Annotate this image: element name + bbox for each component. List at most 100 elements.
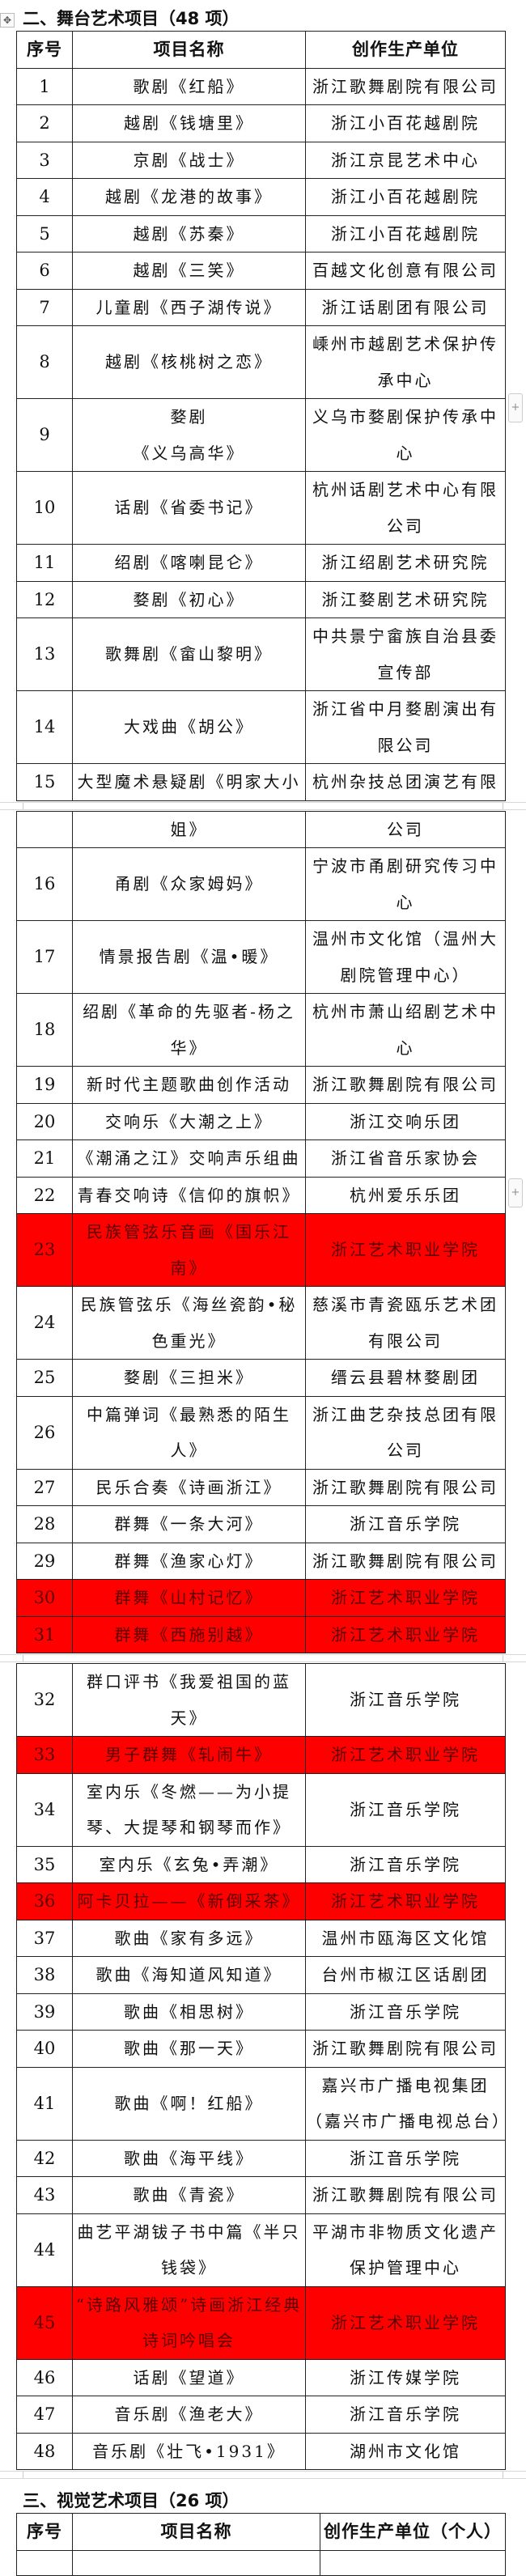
cell-producer: 浙江音乐学院	[305, 1505, 506, 1543]
table-row: 39 歌曲《相思树》 浙江音乐学院	[16, 1992, 506, 2031]
cell-no	[16, 810, 73, 848]
cell-project-name: 婺剧《初心》	[72, 580, 306, 618]
table-row: 45 “诗路风雅颂”诗画浙江经典诗词吟唱会 浙江艺术职业学院	[16, 2285, 506, 2360]
cell-producer: 杭州杂技总团演艺有限	[305, 763, 506, 801]
cell-project-name: 阿卡贝拉——《新倒采茶》	[72, 1882, 306, 1920]
cell-project-name: 民族管弦乐《海丝瓷韵•秘色重光》	[72, 1286, 306, 1360]
cell-project-name: 曲艺平湖钹子书中篇《半只钱袋》	[72, 2213, 306, 2287]
cell-project-name: 音乐剧《壮飞•1931》	[72, 2432, 306, 2470]
header-producer: 创作生产单位（个人）	[320, 2513, 506, 2551]
cell-project-name: 情景报告剧《温•暖》	[72, 920, 306, 994]
section-title-stage-arts: 二、舞台艺术项目（48 项）	[23, 9, 240, 28]
cell-producer: 浙江歌舞剧院有限公司	[305, 2176, 506, 2214]
cell-no: 18	[16, 993, 73, 1067]
table-row: 22 青春交响诗《信仰的旗帜》 杭州爱乐乐团	[16, 1176, 506, 1214]
table-move-handle-icon[interactable]: ✥	[0, 13, 15, 28]
cell-producer: 浙江省中月婺剧演出有限公司	[305, 690, 506, 764]
cell-project-name: 《潮涌之江》交响声乐组曲	[72, 1139, 306, 1178]
table-row: 1 歌剧《红船》 浙江歌舞剧院有限公司	[16, 67, 506, 105]
cell-project-name: 群舞《渔家心灯》	[72, 1542, 306, 1580]
table-row: 47 音乐剧《渔老大》 浙江音乐学院	[16, 2396, 506, 2434]
cell-no: 34	[16, 1772, 73, 1847]
cell-producer: 杭州市萧山绍剧艺术中心	[305, 993, 506, 1067]
table-row: 姐》 公司	[16, 810, 506, 848]
table-row: 23 民族管弦乐音画《国乐江南》 浙江艺术职业学院	[16, 1213, 506, 1287]
cell-project-name: 姐》	[72, 810, 306, 848]
section-title-visual-arts: 三、视觉艺术项目（26 项）	[23, 2491, 240, 2510]
cell-project-name: 越剧《核桃树之恋》	[72, 325, 306, 399]
table-row: 28 群舞《一条大河》 浙江音乐学院	[16, 1505, 506, 1543]
table-row: 12 婺剧《初心》 浙江婺剧艺术研究院	[16, 580, 506, 618]
cell-producer: 浙江音乐学院	[305, 1845, 506, 1883]
cell-project-name	[72, 2549, 320, 2576]
cell-no: 12	[16, 580, 73, 618]
table-row: 4 越剧《龙港的故事》 浙江小百花越剧院	[16, 178, 506, 216]
cell-no: 27	[16, 1468, 73, 1506]
cell-no: 13	[16, 617, 73, 691]
cell-project-name: 室内乐《冬燃——为小提琴、大提琴和钢琴而作》	[72, 1772, 306, 1847]
cell-no: 2	[16, 104, 73, 142]
cell-no: 1	[16, 67, 73, 105]
cell-producer: 浙江艺术职业学院	[305, 1615, 506, 1653]
table-row: 13 歌舞剧《畲山黎明》 中共景宁畲族自治县委宣传部	[16, 617, 506, 691]
cell-project-name: 绍剧《喀喇昆仑》	[72, 544, 306, 582]
cell-producer: 浙江音乐学院	[305, 1663, 506, 1737]
cell-producer: 浙江话剧团有限公司	[305, 288, 506, 326]
cell-producer: 浙江交响乐团	[305, 1102, 506, 1140]
table-row: 40 歌曲《那一天》 浙江歌舞剧院有限公司	[16, 2030, 506, 2068]
cell-project-name: 歌曲《青瓷》	[72, 2176, 306, 2214]
cell-producer: 浙江艺术职业学院	[305, 1213, 506, 1287]
cell-project-name: 歌曲《海知道风知道》	[72, 1956, 306, 1994]
table-header-row: 序号 项目名称 创作生产单位（个人）	[16, 2513, 506, 2551]
cell-producer: 浙江小百花越剧院	[305, 214, 506, 253]
cell-project-name: “诗路风雅颂”诗画浙江经典诗词吟唱会	[72, 2285, 306, 2360]
cell-no: 14	[16, 690, 73, 764]
cell-producer: 浙江音乐学院	[305, 2139, 506, 2177]
add-row-plus-icon[interactable]: +	[508, 393, 523, 422]
cell-project-name: 群舞《西施别越》	[72, 1615, 306, 1653]
table-row: 20 交响乐《大潮之上》 浙江交响乐团	[16, 1102, 506, 1140]
cell-project-name: 歌剧《红船》	[72, 67, 306, 105]
cell-no: 46	[16, 2358, 73, 2396]
table-row: 24 民族管弦乐《海丝瓷韵•秘色重光》 慈溪市青瓷瓯乐艺术团有限公司	[16, 1286, 506, 1360]
cell-no: 17	[16, 920, 73, 994]
cell-producer: 中共景宁畲族自治县委宣传部	[305, 617, 506, 691]
cell-no: 15	[16, 763, 73, 801]
cell-no: 35	[16, 1845, 73, 1883]
table-row: 35 室内乐《玄兔•弄潮》 浙江音乐学院	[16, 1845, 506, 1883]
add-row-plus-icon[interactable]: +	[508, 1178, 523, 1207]
cell-no: 16	[16, 847, 73, 921]
cell-project-name: 中篇弹词《最熟悉的陌生人》	[72, 1395, 306, 1470]
cell-project-name: 儿童剧《西子湖传说》	[72, 288, 306, 326]
table-row: 3 京剧《战士》 浙江京昆艺术中心	[16, 141, 506, 179]
cell-project-name: 婺剧 《义乌高华》	[72, 398, 306, 472]
cell-producer: 浙江艺术职业学院	[305, 1579, 506, 1617]
cell-no: 3	[16, 141, 73, 179]
cell-no: 40	[16, 2030, 73, 2068]
cell-producer: 湖州市文化馆	[305, 2432, 506, 2470]
cell-no: 6	[16, 252, 73, 290]
cell-no: 30	[16, 1579, 73, 1617]
page-break	[0, 2471, 526, 2479]
cell-producer: 平湖市非物质文化遗产保护管理中心	[305, 2213, 506, 2287]
cell-producer: 浙江省音乐家协会	[305, 1139, 506, 1178]
cell-project-name: 群口评书《我爱祖国的蓝天》	[72, 1663, 306, 1737]
table-row: 29 群舞《渔家心灯》 浙江歌舞剧院有限公司	[16, 1542, 506, 1580]
table-row: 37 歌曲《家有多远》 温州市瓯海区文化馆	[16, 1919, 506, 1957]
cell-no	[16, 2549, 73, 2576]
table-row: 42 歌曲《海平线》 浙江音乐学院	[16, 2139, 506, 2177]
cell-producer: 浙江歌舞剧院有限公司	[305, 1468, 506, 1506]
cell-no: 23	[16, 1213, 73, 1287]
page-break	[0, 1654, 526, 1662]
header-project-name: 项目名称	[72, 2513, 320, 2551]
cell-producer: 浙江艺术职业学院	[305, 2285, 506, 2360]
cell-project-name: 婺剧《三担米》	[72, 1359, 306, 1397]
cell-no: 48	[16, 2432, 73, 2470]
cell-no: 43	[16, 2176, 73, 2214]
stage-arts-table-page-3: 32 群口评书《我爱祖国的蓝天》 浙江音乐学院 33 男子群舞《轧闹牛》 浙江艺术职业学院…	[16, 1663, 508, 2470]
table-row	[16, 2549, 506, 2576]
table-row: 33 男子群舞《轧闹牛》 浙江艺术职业学院	[16, 1736, 506, 1774]
cell-no: 4	[16, 178, 73, 216]
table-row: 17 情景报告剧《温•暖》 温州市文化馆（温州大剧院管理中心）	[16, 920, 506, 994]
cell-producer: 浙江婺剧艺术研究院	[305, 580, 506, 618]
